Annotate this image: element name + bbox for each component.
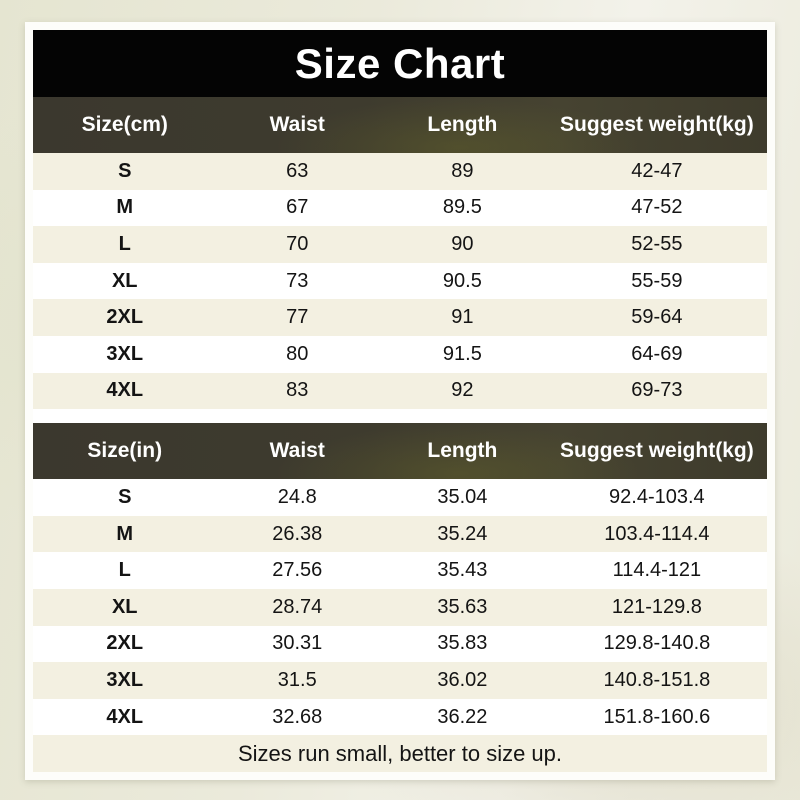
table-body-cm: S 63 89 42-47 M 67 89.5 47-52 L 70 90 52-55 XL 73 90.5…: [33, 153, 767, 410]
page-title: Size Chart: [33, 30, 767, 97]
weight-cell: 47-52: [631, 196, 683, 219]
weight-cell: 52-55: [631, 232, 683, 255]
size-cell: S: [118, 485, 132, 508]
table-header-row: Size(cm) Waist Length Suggest weight(kg): [33, 97, 767, 153]
length-cell: 92: [451, 379, 474, 402]
waist-cell: 73: [286, 269, 309, 292]
header-suggest-weight: Suggest weight(kg): [560, 113, 754, 136]
size-cell: XL: [111, 269, 138, 292]
size-cell: 2XL: [106, 632, 144, 655]
size-cell: 3XL: [106, 342, 144, 365]
weight-cell: 103.4-114.4: [604, 522, 710, 545]
table-row: 2XL 77 91 59-64: [33, 299, 767, 336]
weight-cell: 64-69: [631, 342, 683, 365]
weight-cell: 59-64: [631, 306, 683, 329]
length-cell: 36.02: [437, 668, 488, 691]
waist-cell: 31.5: [277, 668, 317, 691]
size-table-cm: Size(cm) Waist Length Suggest weight(kg)…: [33, 97, 767, 410]
weight-cell: 121-129.8: [611, 595, 702, 618]
size-cell: 3XL: [106, 668, 144, 691]
table-row: 3XL 80 91.5 64-69: [33, 335, 767, 373]
size-cell: S: [118, 159, 132, 182]
weight-cell: 69-73: [631, 379, 683, 402]
waist-cell: 28.74: [272, 595, 323, 618]
table-row: XL 73 90.5 55-59: [33, 262, 767, 300]
length-cell: 35.04: [437, 485, 488, 508]
length-cell: 90: [451, 232, 474, 255]
table-row: M 67 89.5 47-52: [33, 189, 767, 227]
size-table-in: Size(in) Waist Length Suggest weight(kg)…: [33, 423, 767, 736]
table-row: 4XL 32.68 36.22 151.8-160.6: [33, 698, 767, 736]
table-row: XL 28.74 35.63 121-129.8: [33, 588, 767, 626]
waist-cell: 26.38: [272, 522, 323, 545]
table-header-row: Size(in) Waist Length Suggest weight(kg): [33, 423, 767, 480]
waist-cell: 32.68: [272, 705, 323, 728]
size-cell: 2XL: [106, 306, 144, 329]
length-cell: 35.24: [437, 522, 488, 545]
length-cell: 91.5: [442, 342, 482, 365]
weight-cell: 140.8-151.8: [603, 668, 711, 691]
table-body-in: S 24.8 35.04 92.4-103.4 M 26.38 35.24 103.4-114…: [33, 479, 767, 736]
table-row: 3XL 31.5 36.02 140.8-151.8: [33, 662, 767, 699]
header-waist: Waist: [269, 113, 325, 136]
length-cell: 91: [451, 306, 474, 329]
table-row: 2XL 30.31 35.83 129.8-140.8: [33, 625, 767, 663]
length-cell: 35.63: [437, 595, 488, 618]
header-suggest-weight: Suggest weight(kg): [560, 439, 754, 463]
table-row: S 63 89 42-47: [33, 153, 767, 190]
waist-cell: 24.8: [277, 485, 317, 508]
waist-cell: 83: [286, 379, 309, 402]
size-cell: L: [118, 559, 131, 582]
size-cell: L: [118, 232, 131, 255]
waist-cell: 70: [286, 232, 309, 255]
header-length: Length: [427, 113, 498, 136]
weight-cell: 92.4-103.4: [609, 485, 705, 508]
length-cell: 36.22: [437, 705, 488, 728]
header-size-cm: Size(cm): [81, 113, 168, 136]
waist-cell: 77: [286, 306, 309, 329]
length-cell: 89: [451, 159, 474, 182]
weight-cell: 55-59: [631, 269, 683, 292]
size-cell: 4XL: [106, 379, 144, 402]
length-cell: 35.43: [437, 559, 488, 582]
length-cell: 89.5: [442, 196, 482, 219]
length-cell: 90.5: [442, 269, 482, 292]
table-row: M 26.38 35.24 103.4-114.4: [33, 515, 767, 553]
size-cell: 4XL: [106, 705, 144, 728]
table-row: L 27.56 35.43 114.4-121: [33, 552, 767, 589]
weight-cell: 129.8-140.8: [603, 632, 711, 655]
footer-note: Sizes run small, better to size up.: [33, 735, 767, 773]
waist-cell: 27.56: [272, 559, 323, 582]
weight-cell: 42-47: [631, 159, 683, 182]
size-cell: M: [116, 522, 134, 545]
header-length: Length: [427, 439, 498, 463]
table-divider: [33, 409, 767, 424]
waist-cell: 63: [286, 159, 309, 182]
waist-cell: 67: [286, 196, 309, 219]
table-row: 4XL 83 92 69-73: [33, 372, 767, 410]
waist-cell: 80: [286, 342, 309, 365]
waist-cell: 30.31: [272, 632, 323, 655]
weight-cell: 151.8-160.6: [603, 705, 711, 728]
table-row: S 24.8 35.04 92.4-103.4: [33, 479, 767, 516]
header-size-in: Size(in): [87, 439, 163, 463]
header-waist: Waist: [269, 439, 325, 463]
size-chart-card: Size Chart Size(cm) Waist Length Suggest…: [25, 22, 775, 780]
table-row: L 70 90 52-55: [33, 226, 767, 263]
size-cell: XL: [111, 595, 138, 618]
length-cell: 35.83: [437, 632, 488, 655]
weight-cell: 114.4-121: [612, 559, 702, 582]
size-cell: M: [116, 196, 134, 219]
